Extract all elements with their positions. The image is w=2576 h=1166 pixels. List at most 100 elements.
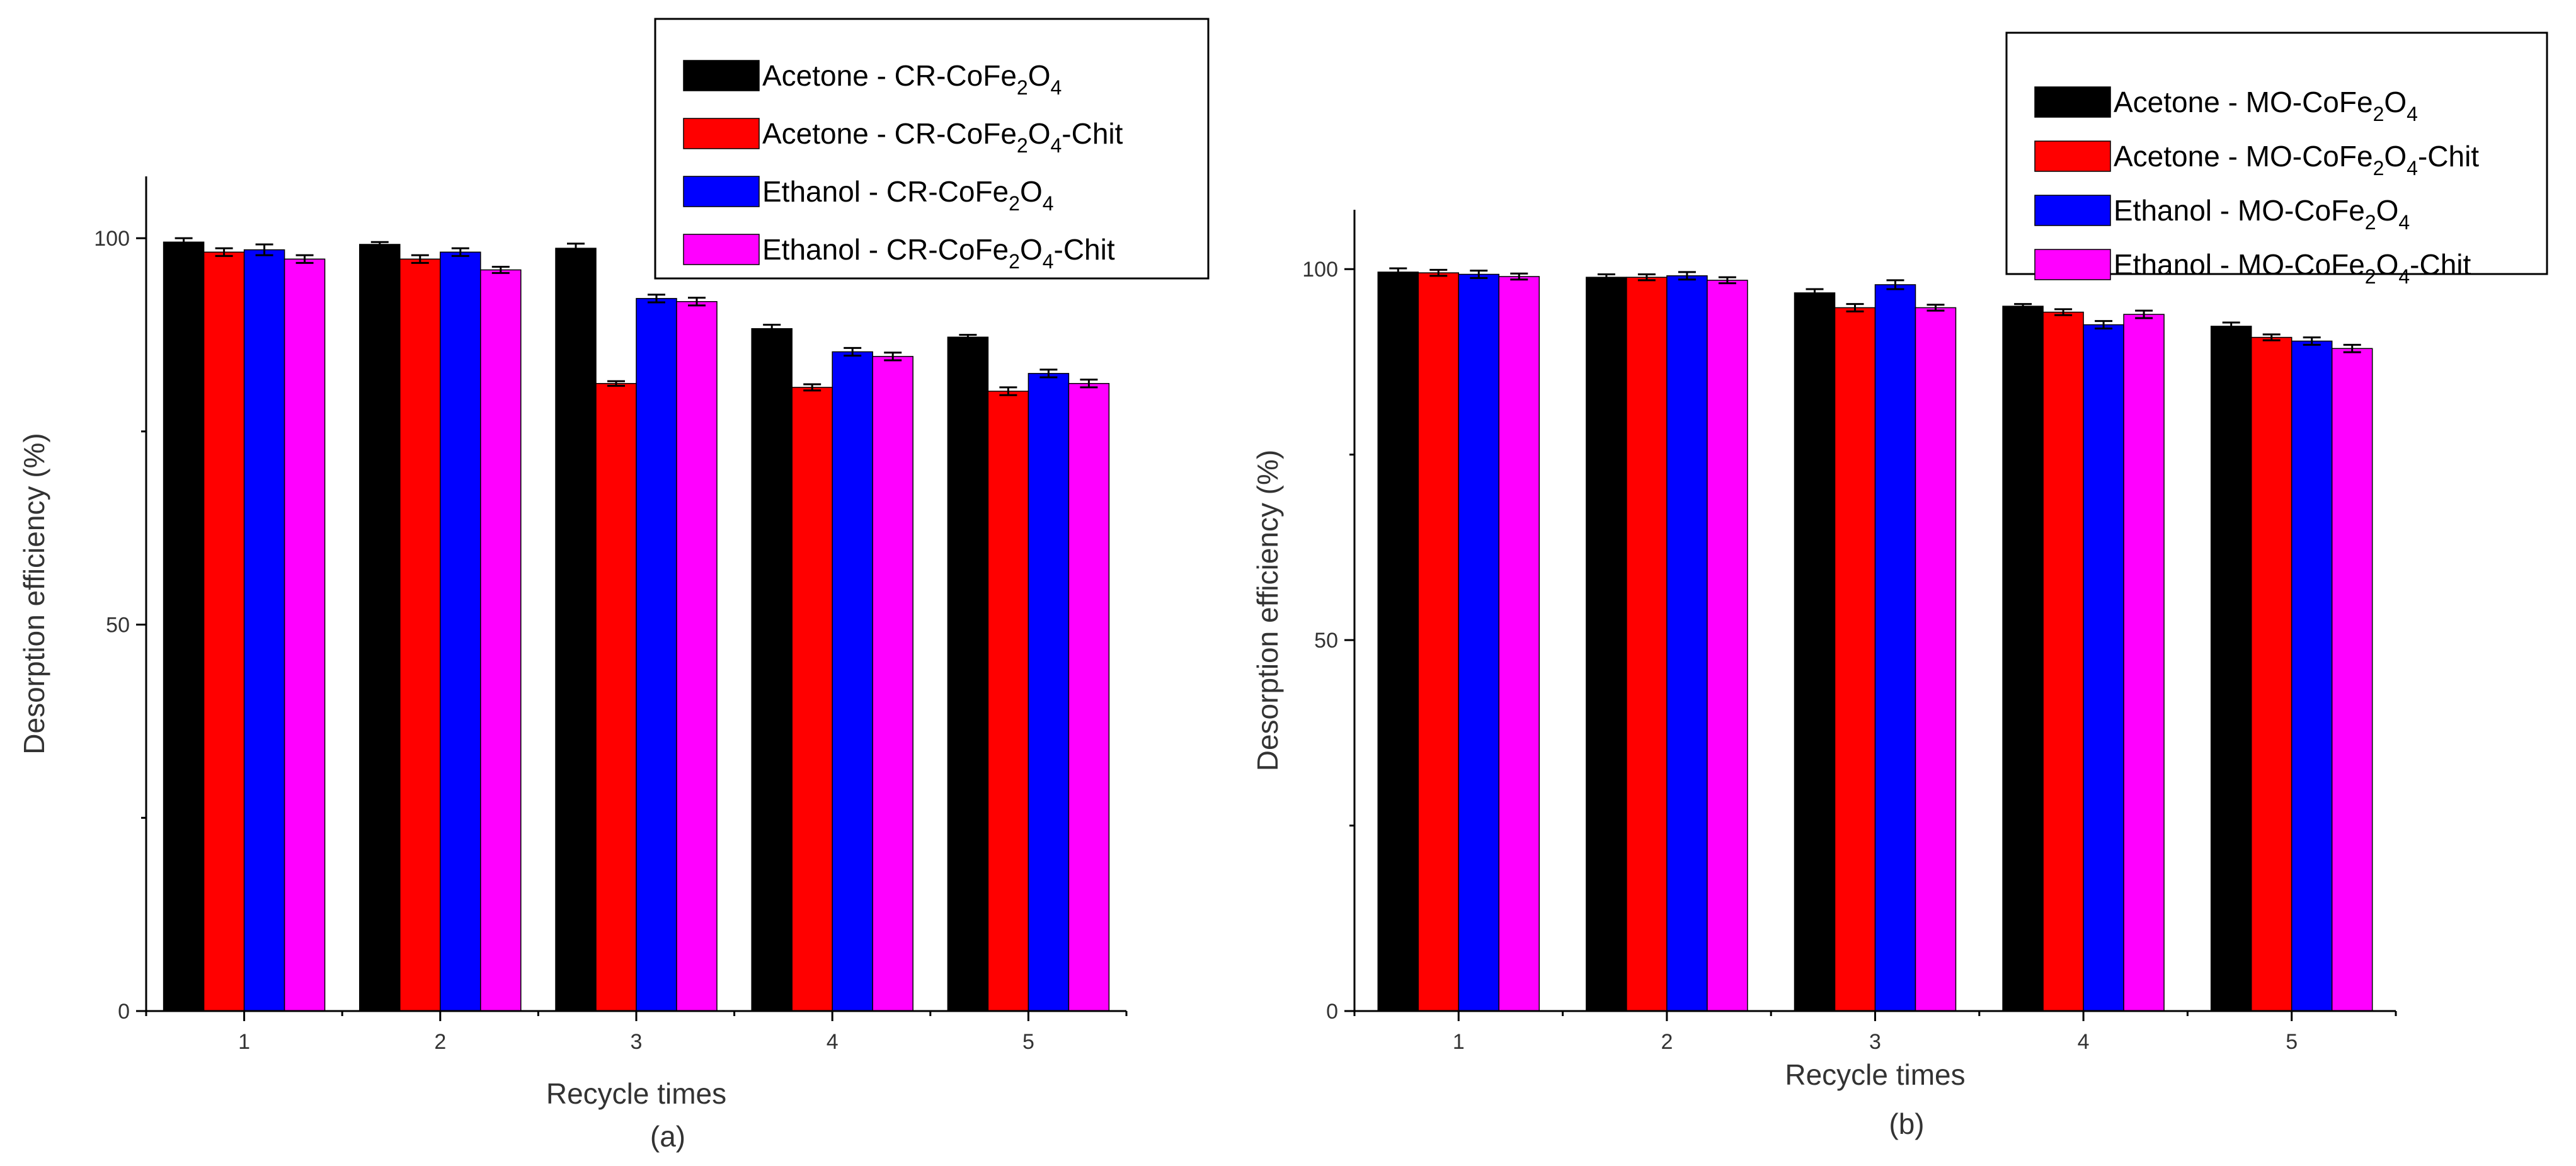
- error-bar-a-s2-cycle-4: [803, 383, 821, 392]
- bar-b-s4-cycle-4: [2123, 314, 2165, 1012]
- legend-swatch-a-s4: [683, 234, 760, 265]
- y-tick-label-a-50: 50: [106, 614, 130, 637]
- legend-swatch-b-s2: [2034, 140, 2111, 172]
- bar-b-s2-cycle-5: [2250, 336, 2293, 1012]
- legend-label-b-s2: Acetone - MO-CoFe2O4-Chit: [2114, 140, 2479, 180]
- x-tick-label-a-4: 4: [827, 1030, 839, 1054]
- x-tick-label-a-2: 2: [434, 1030, 446, 1054]
- bar-b-s2-cycle-3: [1834, 307, 1876, 1012]
- error-bar-b-s4-cycle-2: [1718, 276, 1736, 285]
- bar-b-s2-cycle-1: [1417, 272, 1460, 1012]
- x-tick-label-b-1: 1: [1453, 1030, 1465, 1054]
- error-bar-b-s2-cycle-4: [2054, 308, 2073, 316]
- bar-b-s1-cycle-5: [2210, 326, 2252, 1012]
- bar-a-s3-cycle-3: [636, 298, 677, 1012]
- bar-a-s3-cycle-4: [832, 351, 873, 1012]
- error-bar-a-s2-cycle-3: [607, 380, 625, 387]
- bar-b-s3-cycle-4: [2083, 324, 2124, 1012]
- x-tick-label-a-3: 3: [631, 1030, 643, 1054]
- error-bar-b-s4-cycle-4: [2135, 309, 2153, 319]
- error-bar-b-s1-cycle-1: [1389, 267, 1407, 277]
- error-bar-a-s4-cycle-4: [884, 352, 902, 362]
- bar-b-s3-cycle-1: [1458, 273, 1500, 1012]
- bar-a-s1-cycle-3: [555, 248, 597, 1012]
- error-bar-a-s3-cycle-3: [648, 294, 665, 304]
- error-bar-a-s3-cycle-5: [1039, 369, 1058, 379]
- error-bar-b-s2-cycle-3: [1846, 303, 1864, 312]
- bar-b-s3-cycle-5: [2291, 340, 2333, 1012]
- y-axis-label-a: Desorption efficiency (%): [18, 433, 50, 754]
- error-bar-b-s1-cycle-3: [1806, 288, 1824, 298]
- chart-panel-a: 0 50 100 1 2 3 4 5 Recycle times Desorption effic…: [18, 18, 1210, 1153]
- y-tick-label-a-100: 100: [94, 227, 130, 251]
- error-bar-b-s4-cycle-5: [2343, 343, 2361, 353]
- legend-swatch-b-s4: [2034, 249, 2111, 280]
- bar-a-s1-cycle-2: [359, 244, 401, 1012]
- bar-a-s4-cycle-2: [480, 269, 522, 1012]
- error-bar-a-s4-cycle-2: [491, 266, 510, 274]
- error-bar-b-s3-cycle-4: [2095, 320, 2113, 329]
- x-tick-label-b-3: 3: [1869, 1030, 1881, 1054]
- bar-b-s4-cycle-3: [1915, 307, 1957, 1012]
- error-bar-b-s3-cycle-2: [1678, 271, 1696, 281]
- panel-label-a: (a): [650, 1120, 685, 1153]
- bar-a-s1-cycle-5: [947, 336, 989, 1012]
- error-bar-a-s1-cycle-3: [567, 243, 585, 254]
- bar-b-s3-cycle-3: [1874, 284, 1916, 1012]
- error-bar-a-s2-cycle-5: [999, 386, 1017, 396]
- error-bar-b-s3-cycle-5: [2303, 336, 2321, 346]
- legend-label-a-s3: Ethanol - CR-CoFe2O4: [762, 175, 1054, 215]
- bar-a-s4-cycle-5: [1068, 383, 1110, 1012]
- bar-b-s1-cycle-2: [1586, 277, 1627, 1012]
- error-bar-a-s2-cycle-2: [411, 254, 429, 264]
- bar-b-s1-cycle-4: [2002, 306, 2044, 1012]
- error-bar-b-s4-cycle-3: [1926, 304, 1945, 312]
- bar-b-s2-cycle-2: [1626, 277, 1668, 1012]
- y-tick-label-a-0: 0: [118, 1000, 130, 1024]
- error-bar-b-s1-cycle-2: [1597, 273, 1615, 282]
- x-tick-label-a-1: 1: [238, 1030, 250, 1054]
- bar-b-s3-cycle-2: [1666, 275, 1708, 1012]
- legend-label-b-s1: Acetone - MO-CoFe2O4: [2114, 86, 2418, 125]
- x-tick-label-b-4: 4: [2078, 1030, 2090, 1054]
- legend-swatch-b-s3: [2034, 195, 2111, 226]
- error-bar-a-s1-cycle-1: [175, 237, 193, 247]
- error-bar-b-s2-cycle-1: [1429, 268, 1448, 277]
- y-tick-label-b-50: 50: [1314, 629, 1338, 653]
- error-bar-a-s4-cycle-1: [295, 254, 314, 264]
- legend-swatch-a-s2: [683, 118, 760, 149]
- bar-a-s1-cycle-4: [751, 328, 793, 1012]
- bar-b-s4-cycle-1: [1498, 276, 1540, 1012]
- bar-a-s2-cycle-5: [987, 391, 1029, 1012]
- error-bar-b-s1-cycle-5: [2222, 321, 2240, 331]
- legend-swatch-a-s1: [683, 60, 760, 91]
- x-tick-label-a-5: 5: [1022, 1030, 1034, 1054]
- y-axis-label-b: Desorption efficiency (%): [1251, 450, 1284, 771]
- bar-a-s3-cycle-2: [440, 251, 481, 1012]
- error-bar-a-s4-cycle-5: [1080, 379, 1098, 389]
- bar-a-s3-cycle-5: [1028, 373, 1070, 1012]
- error-bar-a-s3-cycle-2: [451, 247, 469, 257]
- error-bar-b-s2-cycle-5: [2262, 333, 2281, 341]
- x-tick-label-b-2: 2: [1661, 1030, 1673, 1054]
- error-bar-a-s1-cycle-4: [763, 324, 781, 334]
- legend-swatch-b-s1: [2034, 86, 2111, 118]
- bar-a-s3-cycle-1: [243, 249, 285, 1012]
- bar-a-s4-cycle-4: [872, 356, 913, 1012]
- y-tick-label-b-0: 0: [1326, 1000, 1338, 1024]
- bar-b-s4-cycle-5: [2331, 348, 2373, 1012]
- y-tick-label-b-100: 100: [1302, 258, 1338, 282]
- legend-label-b-s4: Ethanol - MO-CoFe2O4-Chit: [2114, 248, 2471, 288]
- error-bar-a-s3-cycle-4: [844, 346, 862, 357]
- error-bar-b-s2-cycle-2: [1637, 273, 1656, 282]
- bar-a-s1-cycle-1: [163, 241, 205, 1012]
- legend-label-a-s1: Acetone - CR-CoFe2O4: [762, 59, 1062, 99]
- x-tick-label-b-5: 5: [2286, 1030, 2298, 1054]
- bar-a-s2-cycle-3: [595, 383, 637, 1012]
- error-bar-b-s3-cycle-1: [1470, 270, 1488, 279]
- bar-a-s2-cycle-2: [399, 258, 441, 1012]
- error-bar-a-s1-cycle-2: [370, 241, 389, 248]
- bar-b-s2-cycle-4: [2042, 311, 2084, 1012]
- error-bar-a-s2-cycle-1: [215, 247, 233, 257]
- legend-label-b-s3: Ethanol - MO-CoFe2O4: [2114, 194, 2410, 234]
